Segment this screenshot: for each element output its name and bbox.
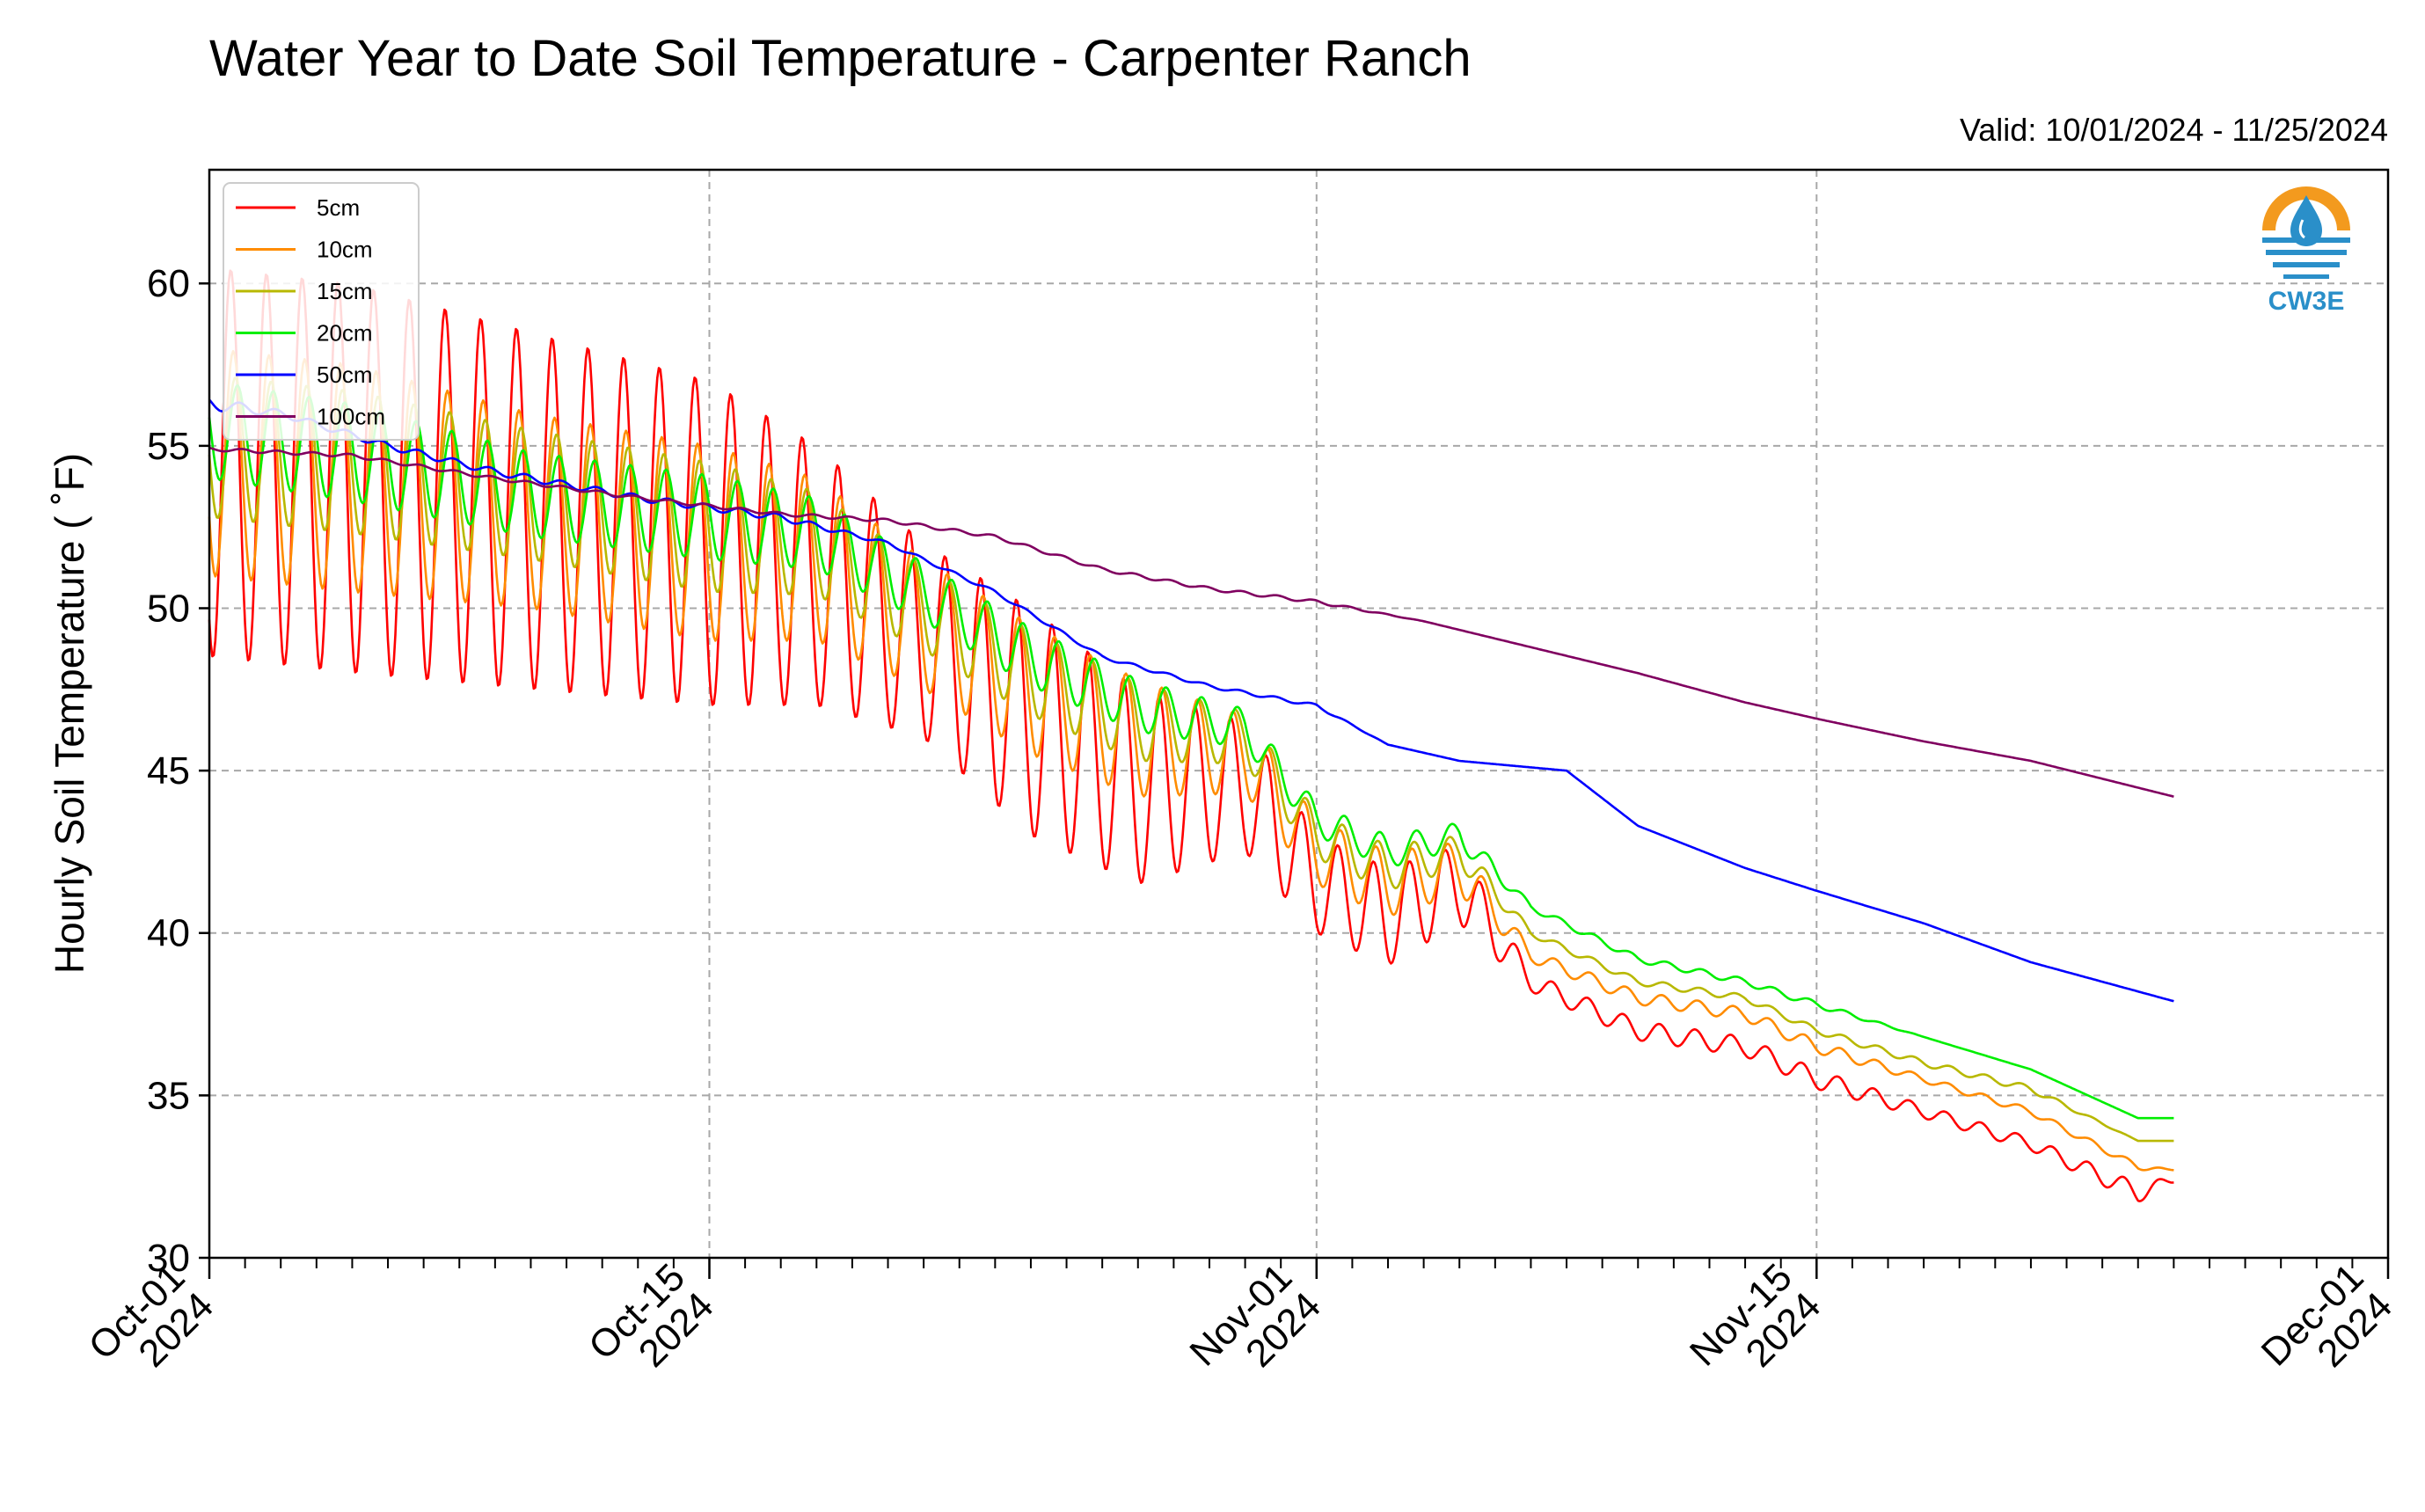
series-line-50cm [208, 398, 2174, 1003]
y-tick-label: 55 [147, 425, 190, 468]
y-tick-label: 45 [147, 749, 190, 793]
legend-label-20cm: 20cm [317, 320, 373, 347]
plot-frame [208, 168, 2390, 1260]
legend-label-10cm: 10cm [317, 237, 373, 263]
y-tick-label: 50 [147, 587, 190, 630]
chart-title: Water Year to Date Soil Temperature - Ca… [209, 30, 1472, 87]
legend-box [223, 182, 420, 441]
cw3e-logo: CW3E [2259, 186, 2354, 316]
legend-label-5cm: 5cm [317, 194, 360, 221]
cw3e-logo-text: CW3E [2268, 287, 2345, 316]
y-axis-label: Hourly Soil Temperature ( ˚F) [47, 453, 92, 974]
legend-label-100cm: 100cm [317, 404, 385, 430]
y-tick-label: 40 [147, 912, 190, 955]
series-line-100cm [208, 446, 2174, 798]
y-tick-label: 60 [147, 262, 190, 305]
y-tick-label: 35 [147, 1074, 190, 1117]
legend-label-50cm: 50cm [317, 362, 373, 388]
series-line-20cm [208, 383, 2174, 1120]
legend: 5cm 10cm 15cm 20cm 50cm 100cm [223, 182, 420, 441]
series-lines [208, 269, 2174, 1202]
legend-label-15cm: 15cm [317, 278, 373, 304]
cw3e-water-drop-logo-icon [2259, 186, 2354, 280]
valid-date-range: Valid: 10/01/2024 - 11/25/2024 [1960, 112, 2388, 148]
y-axis: 30 35 40 45 50 55 60 [147, 262, 209, 1280]
y-tick-label: 30 [147, 1237, 190, 1280]
